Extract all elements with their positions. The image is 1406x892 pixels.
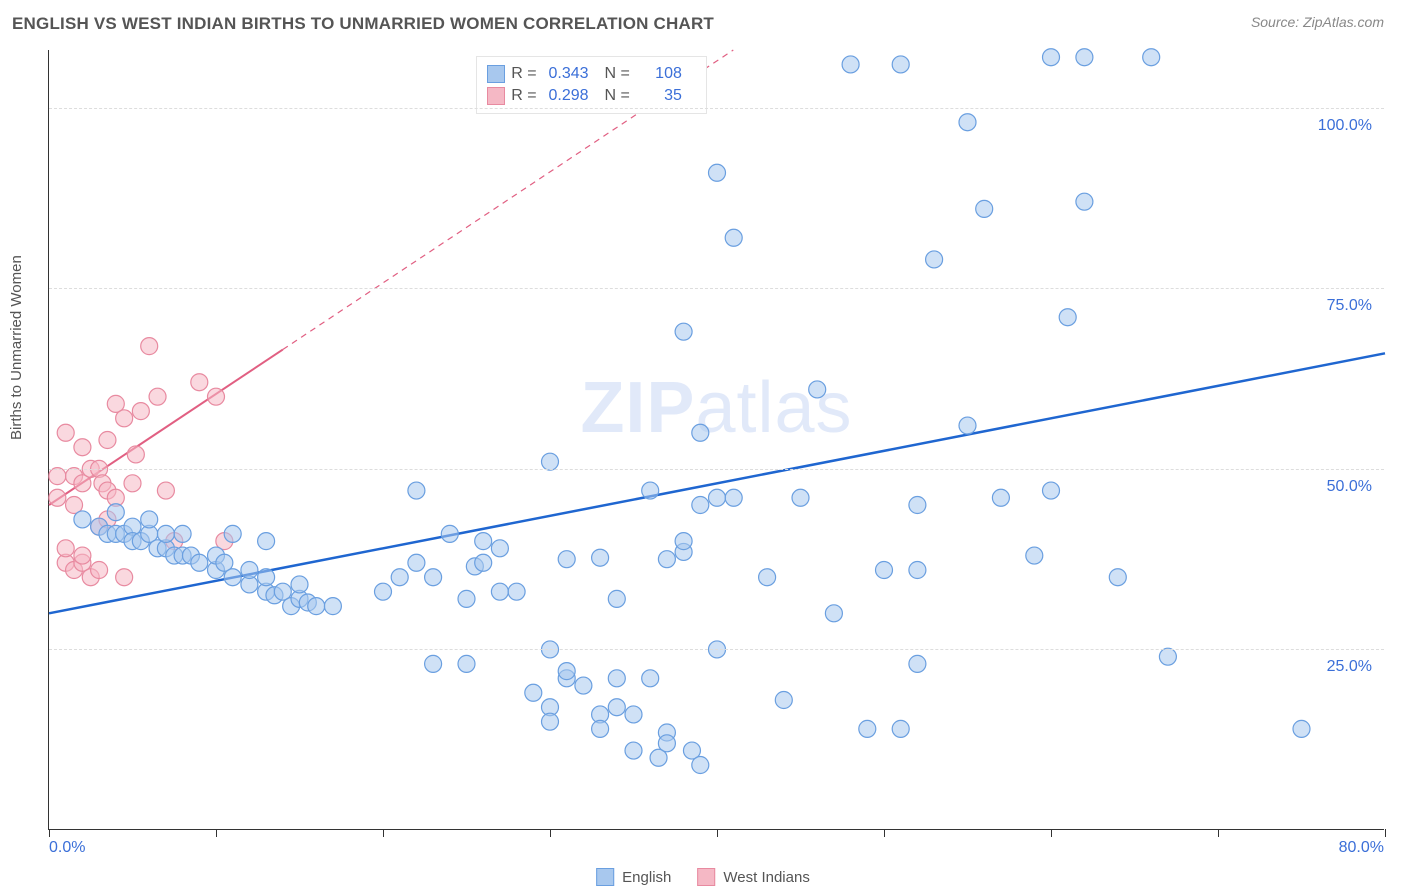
legend-label: English [622, 869, 671, 886]
y-tick-label: 75.0% [1327, 297, 1372, 315]
stats-row-english: R = 0.343 N = 108 [487, 63, 692, 85]
chart-title: ENGLISH VS WEST INDIAN BIRTHS TO UNMARRI… [12, 14, 714, 34]
x-tick [1218, 829, 1219, 837]
correlation-stats-box: R = 0.343 N = 108 R = 0.298 N = 35 [476, 56, 707, 114]
grid-line [49, 649, 1384, 650]
grid-line [49, 108, 1384, 109]
x-tick [1385, 829, 1386, 837]
series-legend: English West Indians [596, 868, 810, 886]
y-tick-label: 25.0% [1327, 658, 1372, 676]
y-axis-label: Births to Unmarried Women [8, 255, 25, 440]
legend-item-westindian: West Indians [697, 868, 809, 886]
plot-area: ZIPatlas R = 0.343 N = 108 R = 0.298 N =… [48, 50, 1384, 830]
legend-item-english: English [596, 868, 671, 886]
stats-row-westindian: R = 0.298 N = 35 [487, 85, 692, 107]
grid-line [49, 288, 1384, 289]
x-tick [884, 829, 885, 837]
x-tick [49, 829, 50, 837]
legend-label: West Indians [723, 869, 809, 886]
y-tick-label: 100.0% [1318, 117, 1372, 135]
y-tick-label: 50.0% [1327, 478, 1372, 496]
x-tick [550, 829, 551, 837]
chart-header: ENGLISH VS WEST INDIAN BIRTHS TO UNMARRI… [0, 0, 1406, 42]
chart-source: Source: ZipAtlas.com [1251, 14, 1384, 30]
scatter-plot-svg [49, 50, 1384, 829]
x-tick [216, 829, 217, 837]
swatch-westindian [487, 87, 505, 105]
x-tick-label: 0.0% [49, 839, 85, 857]
legend-swatch-westindian [697, 868, 715, 886]
x-tick [383, 829, 384, 837]
x-tick [717, 829, 718, 837]
swatch-english [487, 65, 505, 83]
legend-swatch-english [596, 868, 614, 886]
x-tick-label: 80.0% [1339, 839, 1384, 857]
x-tick [1051, 829, 1052, 837]
grid-line [49, 469, 1384, 470]
